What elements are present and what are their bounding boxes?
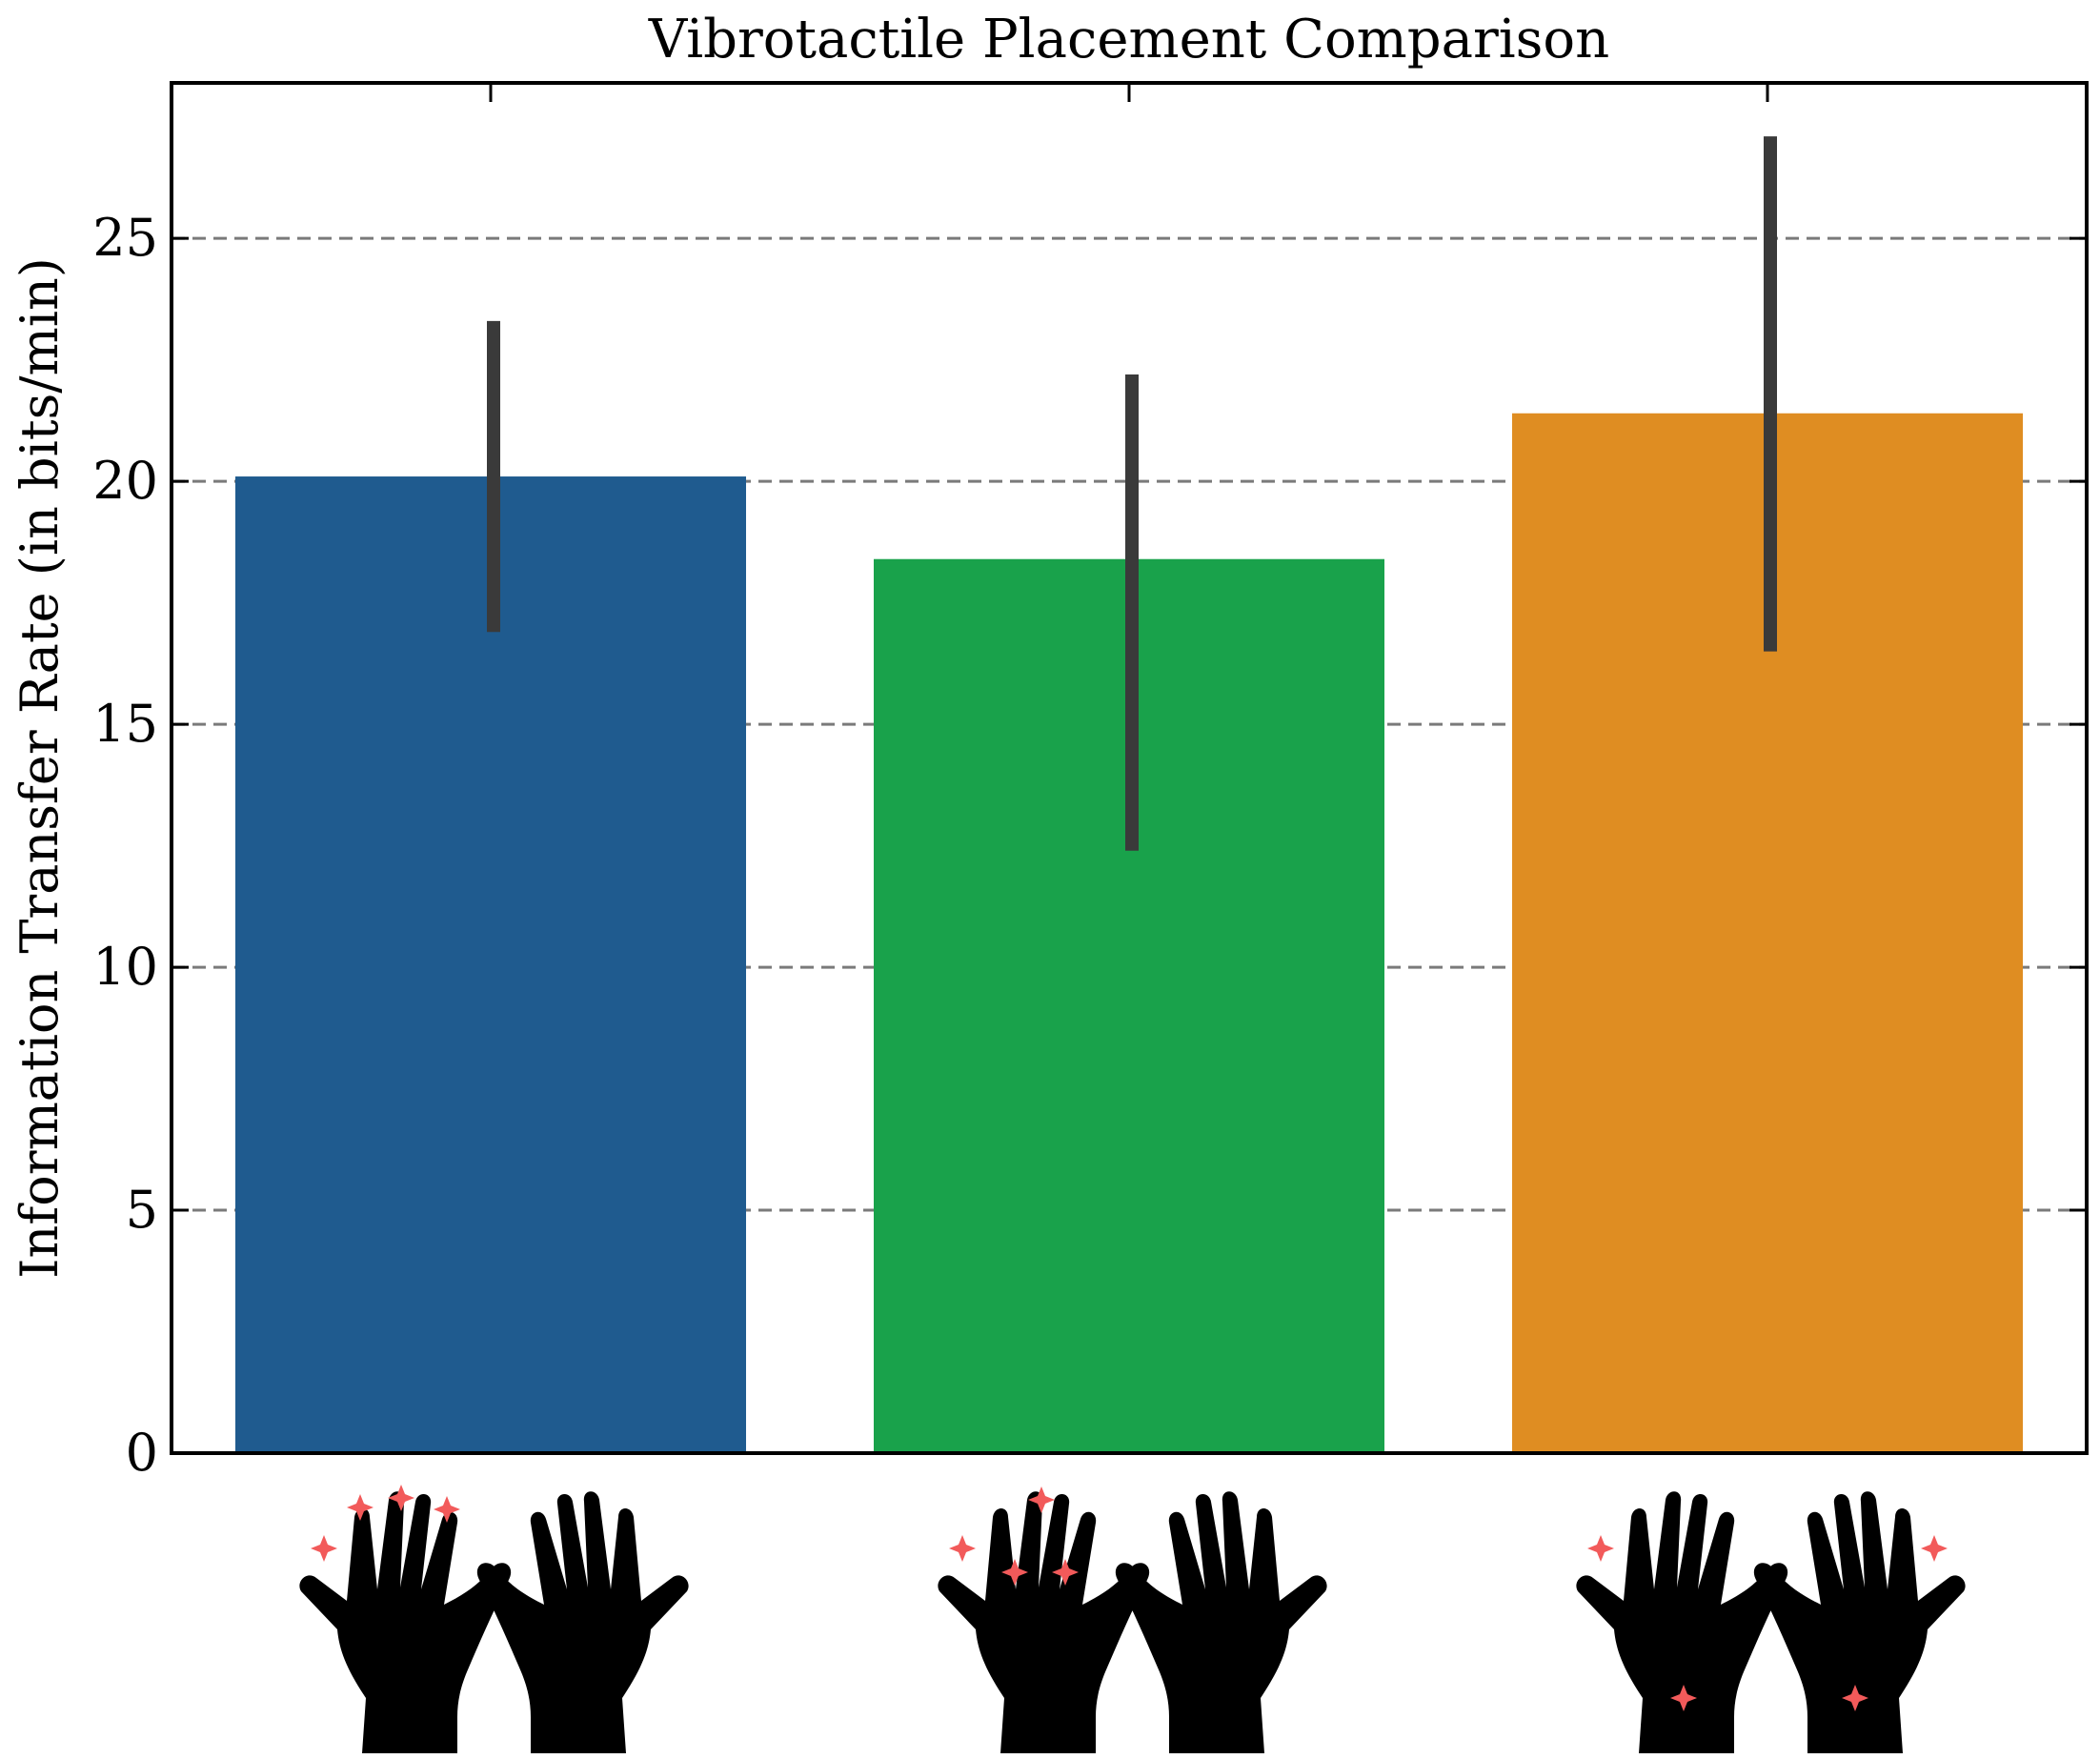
error-bars [487,136,1777,851]
right-hand-icon [476,1491,689,1753]
axis-ticks: 0 5 10 15 20 25 [92,83,2087,1483]
chart-title: Vibrotactile Placement Comparison [648,9,1609,71]
category-icons [299,1485,1966,1753]
y-tick-label-10: 10 [92,937,158,997]
left-hand-icon [1576,1491,1788,1753]
left-hand-icon [938,1491,1150,1753]
left-hand-icon [299,1491,512,1753]
right-hand-icon [1753,1491,1966,1753]
y-axis-label: Information Transfer Rate (in bits/min) [10,257,70,1279]
y-tick-label-5: 5 [126,1180,158,1240]
y-tick-label-25: 25 [92,208,158,268]
y-tick-label-15: 15 [92,694,158,754]
bars [235,413,2023,1454]
y-tick-label-20: 20 [92,451,158,511]
category-1-hands-icon [299,1485,689,1753]
category-3-hands-icon [1576,1491,1966,1753]
bar-1 [235,476,746,1454]
category-2-hands-icon [938,1486,1327,1753]
right-hand-icon [1115,1491,1327,1753]
y-tick-label-0: 0 [126,1423,158,1483]
